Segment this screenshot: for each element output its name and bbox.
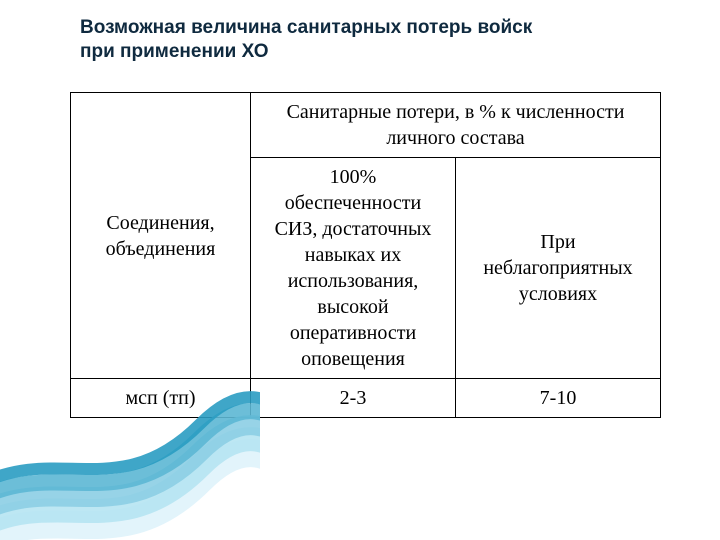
row1-value-1: 2-3 xyxy=(251,379,456,418)
title-line-1: Возможная величина санитарных потерь вой… xyxy=(80,17,532,38)
sub-header-1: 100% обеспеченности СИЗ, достаточных нав… xyxy=(251,158,456,379)
row1-value-2: 7-10 xyxy=(456,379,661,418)
losses-table: Соединения, объединения Санитарные потер… xyxy=(70,92,661,418)
row1-label: мсп (тп) xyxy=(71,379,251,418)
losses-table-container: Соединения, объединения Санитарные потер… xyxy=(70,92,660,418)
sub-header-2: При неблагоприятных условиях xyxy=(456,158,661,379)
wave-group xyxy=(0,397,260,540)
slide-title: Возможная величина санитарных потерь вой… xyxy=(80,16,640,64)
row-header-left: Соединения, объединения xyxy=(71,93,251,379)
title-line-2: при применении ХО xyxy=(80,41,269,62)
header-span: Санитарные потери, в % к численности лич… xyxy=(251,93,661,158)
